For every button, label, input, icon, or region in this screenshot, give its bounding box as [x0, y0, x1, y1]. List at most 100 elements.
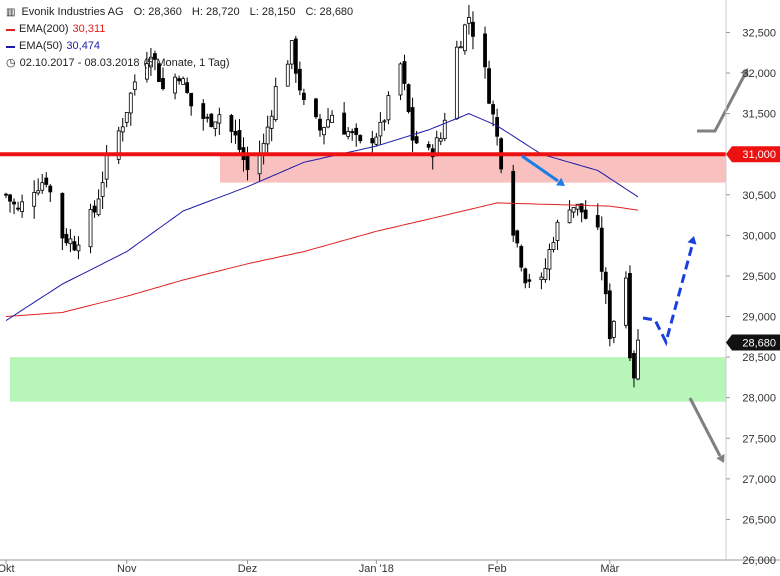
- chart-legend: ▥ Evonik Industries AG O: 28,360 H: 28,7…: [6, 4, 359, 72]
- y-tick-label: 30,000: [742, 230, 776, 242]
- candle-body: [293, 38, 298, 74]
- dashed-forecast-arrow-head: [687, 236, 697, 245]
- candle-body: [442, 119, 447, 139]
- resistance-price-tag-bg: [726, 146, 780, 163]
- annotation-arrows: [521, 68, 749, 463]
- candle: [527, 273, 532, 289]
- candle: [144, 51, 149, 83]
- candle-body: [60, 192, 65, 239]
- candle-body: [88, 208, 93, 248]
- candle: [229, 113, 234, 144]
- y-tick-label: 29,500: [742, 271, 776, 283]
- candle: [16, 201, 20, 212]
- candle: [128, 91, 133, 126]
- candle-body: [64, 233, 69, 244]
- candle-body: [149, 56, 153, 68]
- candle: [161, 67, 165, 91]
- chart-type-icon: ▥: [6, 7, 16, 18]
- blue-arrow-shaft: [521, 154, 559, 183]
- period-note: (5 Monate, 1 Tag): [143, 57, 230, 69]
- candle-body: [233, 130, 238, 136]
- candle: [297, 61, 302, 96]
- low-value: L: 28,150: [249, 6, 296, 18]
- candle-body: [567, 209, 572, 224]
- y-tick-label: 32,000: [742, 68, 776, 80]
- candle: [20, 194, 25, 218]
- ema50-label: EMA(50): [19, 40, 63, 52]
- candle: [32, 180, 37, 219]
- candle: [599, 216, 604, 281]
- candle: [289, 40, 294, 70]
- period-range: 02.10.2017 - 08.03.2018: [19, 57, 140, 69]
- candle-body: [322, 127, 326, 136]
- candle: [177, 75, 181, 85]
- candle: [607, 283, 612, 347]
- clock-icon: ◷: [6, 57, 16, 69]
- candle: [301, 88, 306, 106]
- candle: [44, 172, 49, 188]
- candle-body: [551, 241, 556, 250]
- candle-body: [245, 154, 250, 171]
- candle-body: [116, 130, 121, 160]
- candle-body: [217, 114, 222, 124]
- candle: [149, 48, 153, 76]
- candle-body: [519, 246, 524, 268]
- candle: [96, 189, 101, 217]
- candle: [350, 128, 355, 141]
- candle-body: [527, 279, 532, 282]
- candle: [68, 229, 73, 253]
- y-tick-label: 32,500: [742, 27, 776, 39]
- instrument-title: Evonik Industries AG: [21, 6, 124, 18]
- candle: [426, 141, 431, 151]
- candle-body: [628, 273, 632, 359]
- candle-body: [382, 120, 387, 123]
- y-tick-label: 27,500: [742, 433, 776, 445]
- candle-body: [32, 192, 37, 207]
- candle-body: [124, 111, 129, 123]
- candle-body: [547, 249, 552, 270]
- candle-body: [36, 190, 41, 194]
- gray-up-arrow-shaft: [697, 73, 747, 133]
- candle-body: [539, 276, 544, 281]
- candle: [322, 126, 326, 145]
- y-tick-label: 26,000: [742, 555, 776, 567]
- candle: [523, 267, 528, 289]
- candle: [487, 60, 491, 105]
- candle: [205, 113, 210, 123]
- candle-body: [471, 21, 475, 37]
- candle: [120, 117, 125, 142]
- candle: [60, 192, 65, 251]
- candle-body: [386, 95, 391, 121]
- y-tick-label: 28,500: [742, 352, 776, 364]
- candle: [354, 123, 359, 147]
- candle: [491, 100, 495, 127]
- candle-body: [40, 182, 45, 191]
- last-price-tag-bg: [726, 334, 780, 351]
- candle-body: [76, 244, 81, 252]
- candle: [370, 130, 375, 156]
- candle-body: [342, 112, 347, 135]
- candle: [64, 228, 69, 246]
- candle-body: [463, 24, 467, 52]
- candle: [595, 203, 600, 231]
- candle-body: [603, 271, 608, 295]
- candles: [4, 4, 640, 388]
- resistance-zone-rect: [220, 154, 726, 183]
- y-tick-label: 26,500: [742, 514, 776, 526]
- candle: [603, 267, 608, 304]
- candle-body: [285, 63, 290, 87]
- legend-ema200: EMA(200) 30,311: [6, 21, 359, 38]
- candle-body: [358, 134, 363, 142]
- candle-body: [96, 198, 101, 216]
- x-tick-label: Nov: [117, 563, 137, 575]
- candle-body: [354, 127, 359, 135]
- candle-body: [632, 353, 636, 379]
- candle: [571, 207, 576, 218]
- candle: [519, 244, 524, 272]
- ema50-swatch: [6, 45, 15, 48]
- candle-body: [555, 221, 560, 241]
- candle: [100, 171, 105, 209]
- candle: [539, 272, 544, 290]
- candle: [583, 200, 588, 220]
